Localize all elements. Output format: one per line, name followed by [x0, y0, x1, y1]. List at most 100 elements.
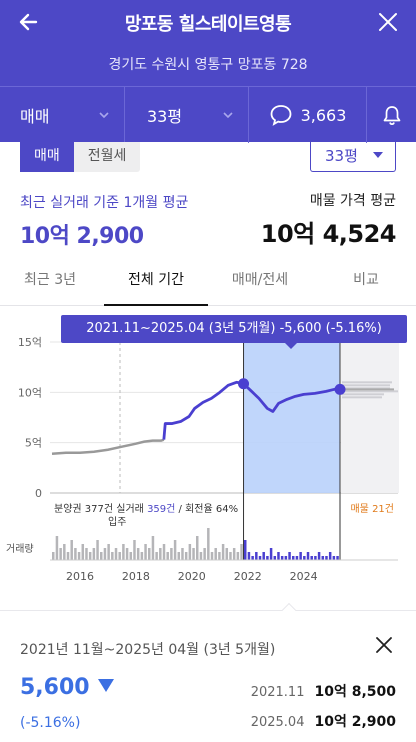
header-toolbar: 매매 33평 3,663 — [0, 86, 416, 143]
volume-bar — [96, 540, 99, 560]
volume-bar — [310, 556, 313, 560]
volume-bar — [262, 552, 265, 560]
trade-stats: 분양권 377건 실거래 359건 / 회전율 64% — [54, 500, 238, 515]
trades-count: 359건 — [147, 504, 176, 515]
price-change-percent: (-5.16%) — [20, 715, 81, 731]
volume-bar — [325, 556, 328, 560]
back-arrow-icon[interactable] — [14, 6, 46, 38]
volume-bar — [92, 548, 96, 560]
volume-bar — [214, 548, 217, 560]
deal-type-dropdown[interactable]: 매매 — [0, 87, 124, 143]
listing-bar — [342, 387, 390, 390]
range-detail-panel: 2021년 11월~2025년 04월 (3년 5개월) 5,600 (-5.1… — [0, 602, 416, 742]
comment-count: 3,663 — [300, 105, 347, 125]
comments-button[interactable]: 3,663 — [248, 87, 366, 143]
volume-bar — [55, 536, 59, 560]
tab-sale-rent[interactable]: 매매/전세 — [231, 272, 289, 288]
volume-bar — [317, 552, 321, 560]
move-in-marker-label: 입주 — [108, 517, 127, 528]
forecast-area — [341, 318, 399, 493]
range-period: 2021년 11월~2025년 04월 (3년 5개월) — [20, 642, 276, 658]
close-icon[interactable] — [374, 8, 402, 36]
volume-bar — [159, 548, 162, 560]
volume-bar — [77, 552, 81, 560]
volume-bar — [244, 540, 247, 560]
volume-bar — [277, 552, 280, 560]
volume-bar — [111, 552, 114, 560]
range-end-point — [334, 383, 346, 395]
supply-count: 분양권 377건 — [54, 504, 114, 515]
volume-bar — [303, 556, 306, 560]
recent-avg-value: 10억 2,900 — [20, 224, 144, 249]
volume-bar — [162, 544, 166, 560]
listing-avg-value: 10억 4,524 — [260, 220, 397, 248]
volume-bar — [247, 552, 251, 560]
volume-bar — [184, 552, 188, 560]
volume-bar — [229, 552, 232, 560]
price-chart-svg: 15억 10억 5억 0 2016 2018 2020 2022 2024 — [18, 318, 399, 583]
chat-bubble-icon — [270, 105, 291, 126]
volume-bar — [207, 528, 210, 560]
size-select[interactable]: 33평 — [310, 142, 396, 172]
volume-bar — [59, 548, 62, 560]
range-start-date: 2021.11 — [250, 685, 305, 700]
volume-bar — [74, 548, 77, 560]
chevron-down-icon — [223, 112, 233, 119]
size-label: 33평 — [147, 107, 183, 126]
volume-bar — [133, 540, 136, 560]
volume-bar — [225, 548, 229, 560]
chevron-down-icon — [99, 112, 109, 119]
recent-avg-label: 최근 실거래 기준 1개월 평균 — [20, 195, 189, 211]
listing-count: 매물 21건 — [350, 504, 394, 515]
x-tick-label: 2018 — [122, 570, 150, 583]
volume-bar — [81, 544, 85, 560]
volume-bar — [255, 552, 258, 560]
price-chart[interactable]: 15억 10억 5억 0 2016 2018 2020 2022 2024 — [0, 306, 416, 600]
volume-bar — [266, 556, 269, 560]
volume-bar — [332, 556, 336, 560]
y-tick-label: 5억 — [25, 437, 42, 450]
volume-bar — [251, 556, 254, 560]
volume-bar — [70, 540, 73, 560]
price-change-value: 5,600 — [20, 675, 90, 700]
volume-bar — [210, 552, 214, 560]
volume-bar — [144, 544, 147, 560]
tab-all-period[interactable]: 전체 기간 — [104, 262, 208, 306]
toggle-sale[interactable]: 매매 — [20, 142, 74, 172]
tab-compare[interactable]: 비교 — [353, 272, 379, 288]
volume-bar — [114, 548, 118, 560]
selected-range-fill — [243, 342, 340, 493]
volume-bar — [196, 536, 199, 560]
volume-bar — [148, 548, 151, 560]
close-icon[interactable] — [374, 635, 394, 655]
x-tick-label: 2016 — [66, 570, 94, 583]
volume-bar — [151, 536, 155, 560]
size-dropdown[interactable]: 33평 — [124, 87, 248, 143]
notification-button[interactable] — [366, 87, 416, 143]
bell-icon — [383, 106, 400, 126]
volume-bar — [299, 552, 302, 560]
toggle-rent[interactable]: 전월세 — [87, 148, 127, 164]
volume-label: 거래량 — [6, 544, 34, 555]
range-start-point — [238, 378, 250, 390]
y-tick-label: 0 — [35, 487, 42, 500]
price-change: 5,600 — [20, 675, 114, 700]
volume-bar — [170, 548, 173, 560]
volume-bar — [328, 552, 332, 560]
trades-label: 실거래 — [116, 504, 144, 515]
volume-bar — [199, 552, 203, 560]
range-end-value: 10억 2,900 — [314, 714, 396, 730]
volume-bar — [269, 548, 273, 560]
listing-bar — [342, 384, 390, 387]
deal-toggle: 매매 전월세 — [20, 142, 141, 172]
volume-bar — [140, 552, 144, 560]
volume-bar — [336, 556, 339, 560]
tab-recent-3y[interactable]: 최근 3년 — [24, 272, 76, 288]
volume-bar — [177, 552, 181, 560]
volume-bar — [292, 556, 295, 560]
volume-bar — [107, 544, 110, 560]
volume-bar — [85, 548, 88, 560]
caret-down-icon — [373, 152, 383, 158]
volume-bar — [192, 548, 195, 560]
volume-bar — [203, 548, 206, 560]
